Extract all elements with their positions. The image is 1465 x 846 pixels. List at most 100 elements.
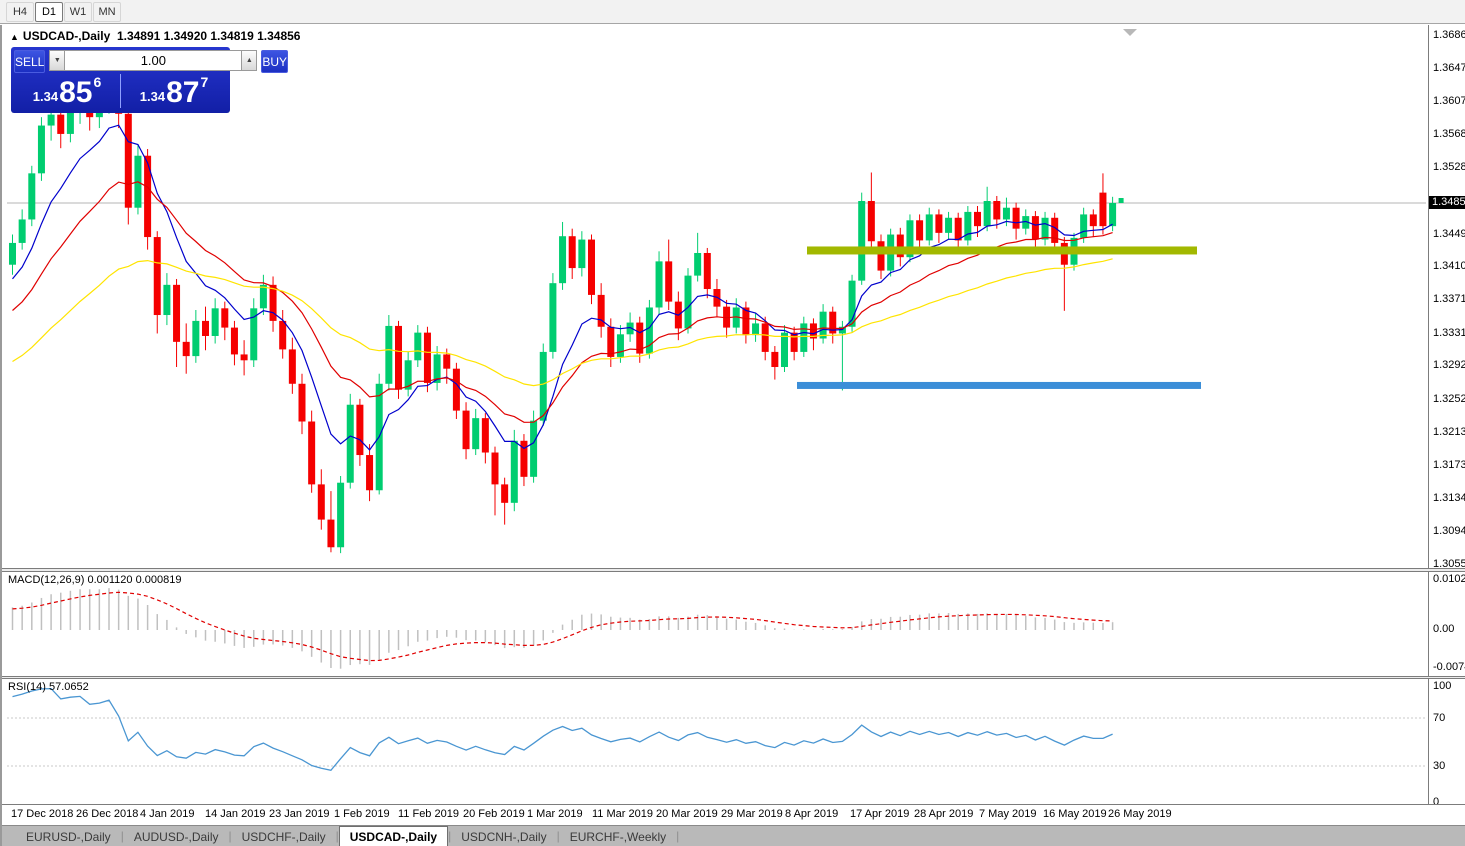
price-axis-tick: 1.32920 <box>1433 359 1465 371</box>
buy-button[interactable]: BUY <box>261 50 289 73</box>
candle-body <box>520 440 528 477</box>
candle-body <box>317 484 325 520</box>
panel-splitter-macd[interactable] <box>2 568 1465 572</box>
rsi-plot-area[interactable] <box>7 679 1426 804</box>
buy-price[interactable]: 1.34 87 7 <box>121 74 227 108</box>
buy-price-sup: 7 <box>200 74 209 90</box>
main-plot-area[interactable] <box>7 25 1426 568</box>
tab-usdcnhdaily[interactable]: USDCNH-,Daily <box>461 829 547 844</box>
candle-body <box>230 327 238 355</box>
date-axis-label: 20 Feb 2019 <box>463 808 525 820</box>
candle-body <box>346 404 354 483</box>
tab-separator: | <box>448 829 452 843</box>
tab-separator: | <box>556 829 560 843</box>
rsi-chart-canvas[interactable] <box>7 679 1426 804</box>
candle-body <box>250 308 258 361</box>
price-axis-tick: 1.33310 <box>1433 327 1465 339</box>
candle-body <box>867 201 875 242</box>
candle-body <box>906 220 914 258</box>
timeframe-button-d1[interactable]: D1 <box>35 1 63 22</box>
candle-body <box>684 275 692 329</box>
macd-label: MACD(12,26,9) 0.001120 0.000819 <box>8 574 182 586</box>
buy-price-big: 87 <box>166 76 200 109</box>
candle-body <box>124 113 132 208</box>
volume-input[interactable] <box>65 50 242 71</box>
tab-separator: | <box>676 829 680 843</box>
candle-body <box>9 242 16 265</box>
date-axis-label: 4 Jan 2019 <box>140 808 195 820</box>
candle-body <box>66 111 74 134</box>
collapse-triangle-icon[interactable]: ▲ <box>10 32 19 42</box>
tab-eurusddaily[interactable]: EURUSD-,Daily <box>26 829 111 844</box>
candle-body <box>829 311 837 334</box>
timeframe-toolbar: H4 D1 W1 MN <box>0 0 1465 24</box>
ma-mid-red <box>12 181 1113 423</box>
chart-title: ▲ USDCAD-,Daily 1.34891 1.34920 1.34819 1… <box>10 29 300 43</box>
rsi-line <box>12 687 1113 772</box>
one-click-trading-widget: SELL ▼ ▲ BUY 1.34 85 6 1.34 <box>11 47 289 113</box>
candle-body <box>732 307 740 328</box>
tab-audusddaily[interactable]: AUDUSD-,Daily <box>133 829 219 844</box>
volume-spinner: ▼ ▲ <box>49 50 258 71</box>
candle-body <box>896 234 904 258</box>
support-band[interactable] <box>797 381 1201 389</box>
macd-chart-canvas[interactable] <box>7 572 1426 676</box>
candle-body <box>800 323 808 352</box>
date-axis: 17 Dec 2018 26 Dec 2018 4 Jan 2019 14 Jan 2… <box>2 804 1465 825</box>
chart-shift-marker-icon[interactable] <box>1123 29 1137 36</box>
panel-splitter-rsi[interactable] <box>2 676 1465 679</box>
candle-body <box>192 320 200 357</box>
timeframe-button-w1[interactable]: W1 <box>64 1 92 22</box>
macd-axis: 0.010229 0.00 -0.007477 <box>1428 572 1465 676</box>
tab-usdcaddaily[interactable]: USDCAD-,Daily <box>338 826 449 846</box>
date-axis-label: 29 Mar 2019 <box>721 808 783 820</box>
date-axis-label: 28 Apr 2019 <box>914 808 974 820</box>
tab-usdchfdaily[interactable]: USDCHF-,Daily <box>241 829 326 844</box>
volume-increase-button[interactable]: ▲ <box>241 50 258 71</box>
timeframe-button-mn[interactable]: MN <box>93 1 121 22</box>
candle-body <box>423 332 431 383</box>
candle-body <box>539 351 547 421</box>
candle-body <box>616 334 624 357</box>
candle-body <box>269 284 277 321</box>
price-axis-tick: 1.30940 <box>1433 525 1465 537</box>
price-axis-tick: 1.31730 <box>1433 459 1465 471</box>
candle-body <box>202 320 209 336</box>
sell-price[interactable]: 1.34 85 6 <box>14 74 121 108</box>
candle-body <box>501 484 509 503</box>
candle-body <box>742 307 750 336</box>
macd-plot-area[interactable] <box>7 572 1426 676</box>
ma-slow-yellow <box>12 258 1113 387</box>
price-axis-tick: 1.34100 <box>1433 260 1465 272</box>
candle-body <box>491 452 499 485</box>
price-axis-tick: 1.36470 <box>1433 62 1465 74</box>
candle-body <box>916 220 924 241</box>
candle-body <box>993 201 1001 220</box>
last-price-marker <box>1118 198 1124 204</box>
candle-body <box>694 252 702 276</box>
candle-body <box>925 214 933 241</box>
macd-axis-tick: 0.00 <box>1433 623 1455 635</box>
macd-axis-tick: -0.007477 <box>1433 661 1465 673</box>
date-axis-label: 17 Apr 2019 <box>850 808 910 820</box>
price-axis-tick: 1.35280 <box>1433 161 1465 173</box>
candle-body <box>790 332 798 352</box>
candle-body <box>182 341 190 357</box>
candle-body <box>752 323 760 336</box>
volume-decrease-button[interactable]: ▼ <box>49 50 66 71</box>
candle-body <box>588 239 595 295</box>
timeframe-button-h4[interactable]: H4 <box>6 1 34 22</box>
candle-body <box>578 239 586 269</box>
buy-price-small: 1.34 <box>139 89 166 104</box>
candle-body <box>404 360 412 390</box>
candle-body <box>530 420 538 477</box>
resistance-band[interactable] <box>807 246 1197 255</box>
sell-button[interactable]: SELL <box>14 50 46 73</box>
candle-body <box>781 332 788 368</box>
candle-body <box>703 252 711 290</box>
candle-body <box>18 219 26 243</box>
tab-eurchfweekly[interactable]: EURCHF-,Weekly <box>569 829 667 844</box>
candlestick-chart-canvas[interactable] <box>7 25 1426 568</box>
candle-body <box>37 125 45 174</box>
candle-body <box>1051 217 1059 243</box>
